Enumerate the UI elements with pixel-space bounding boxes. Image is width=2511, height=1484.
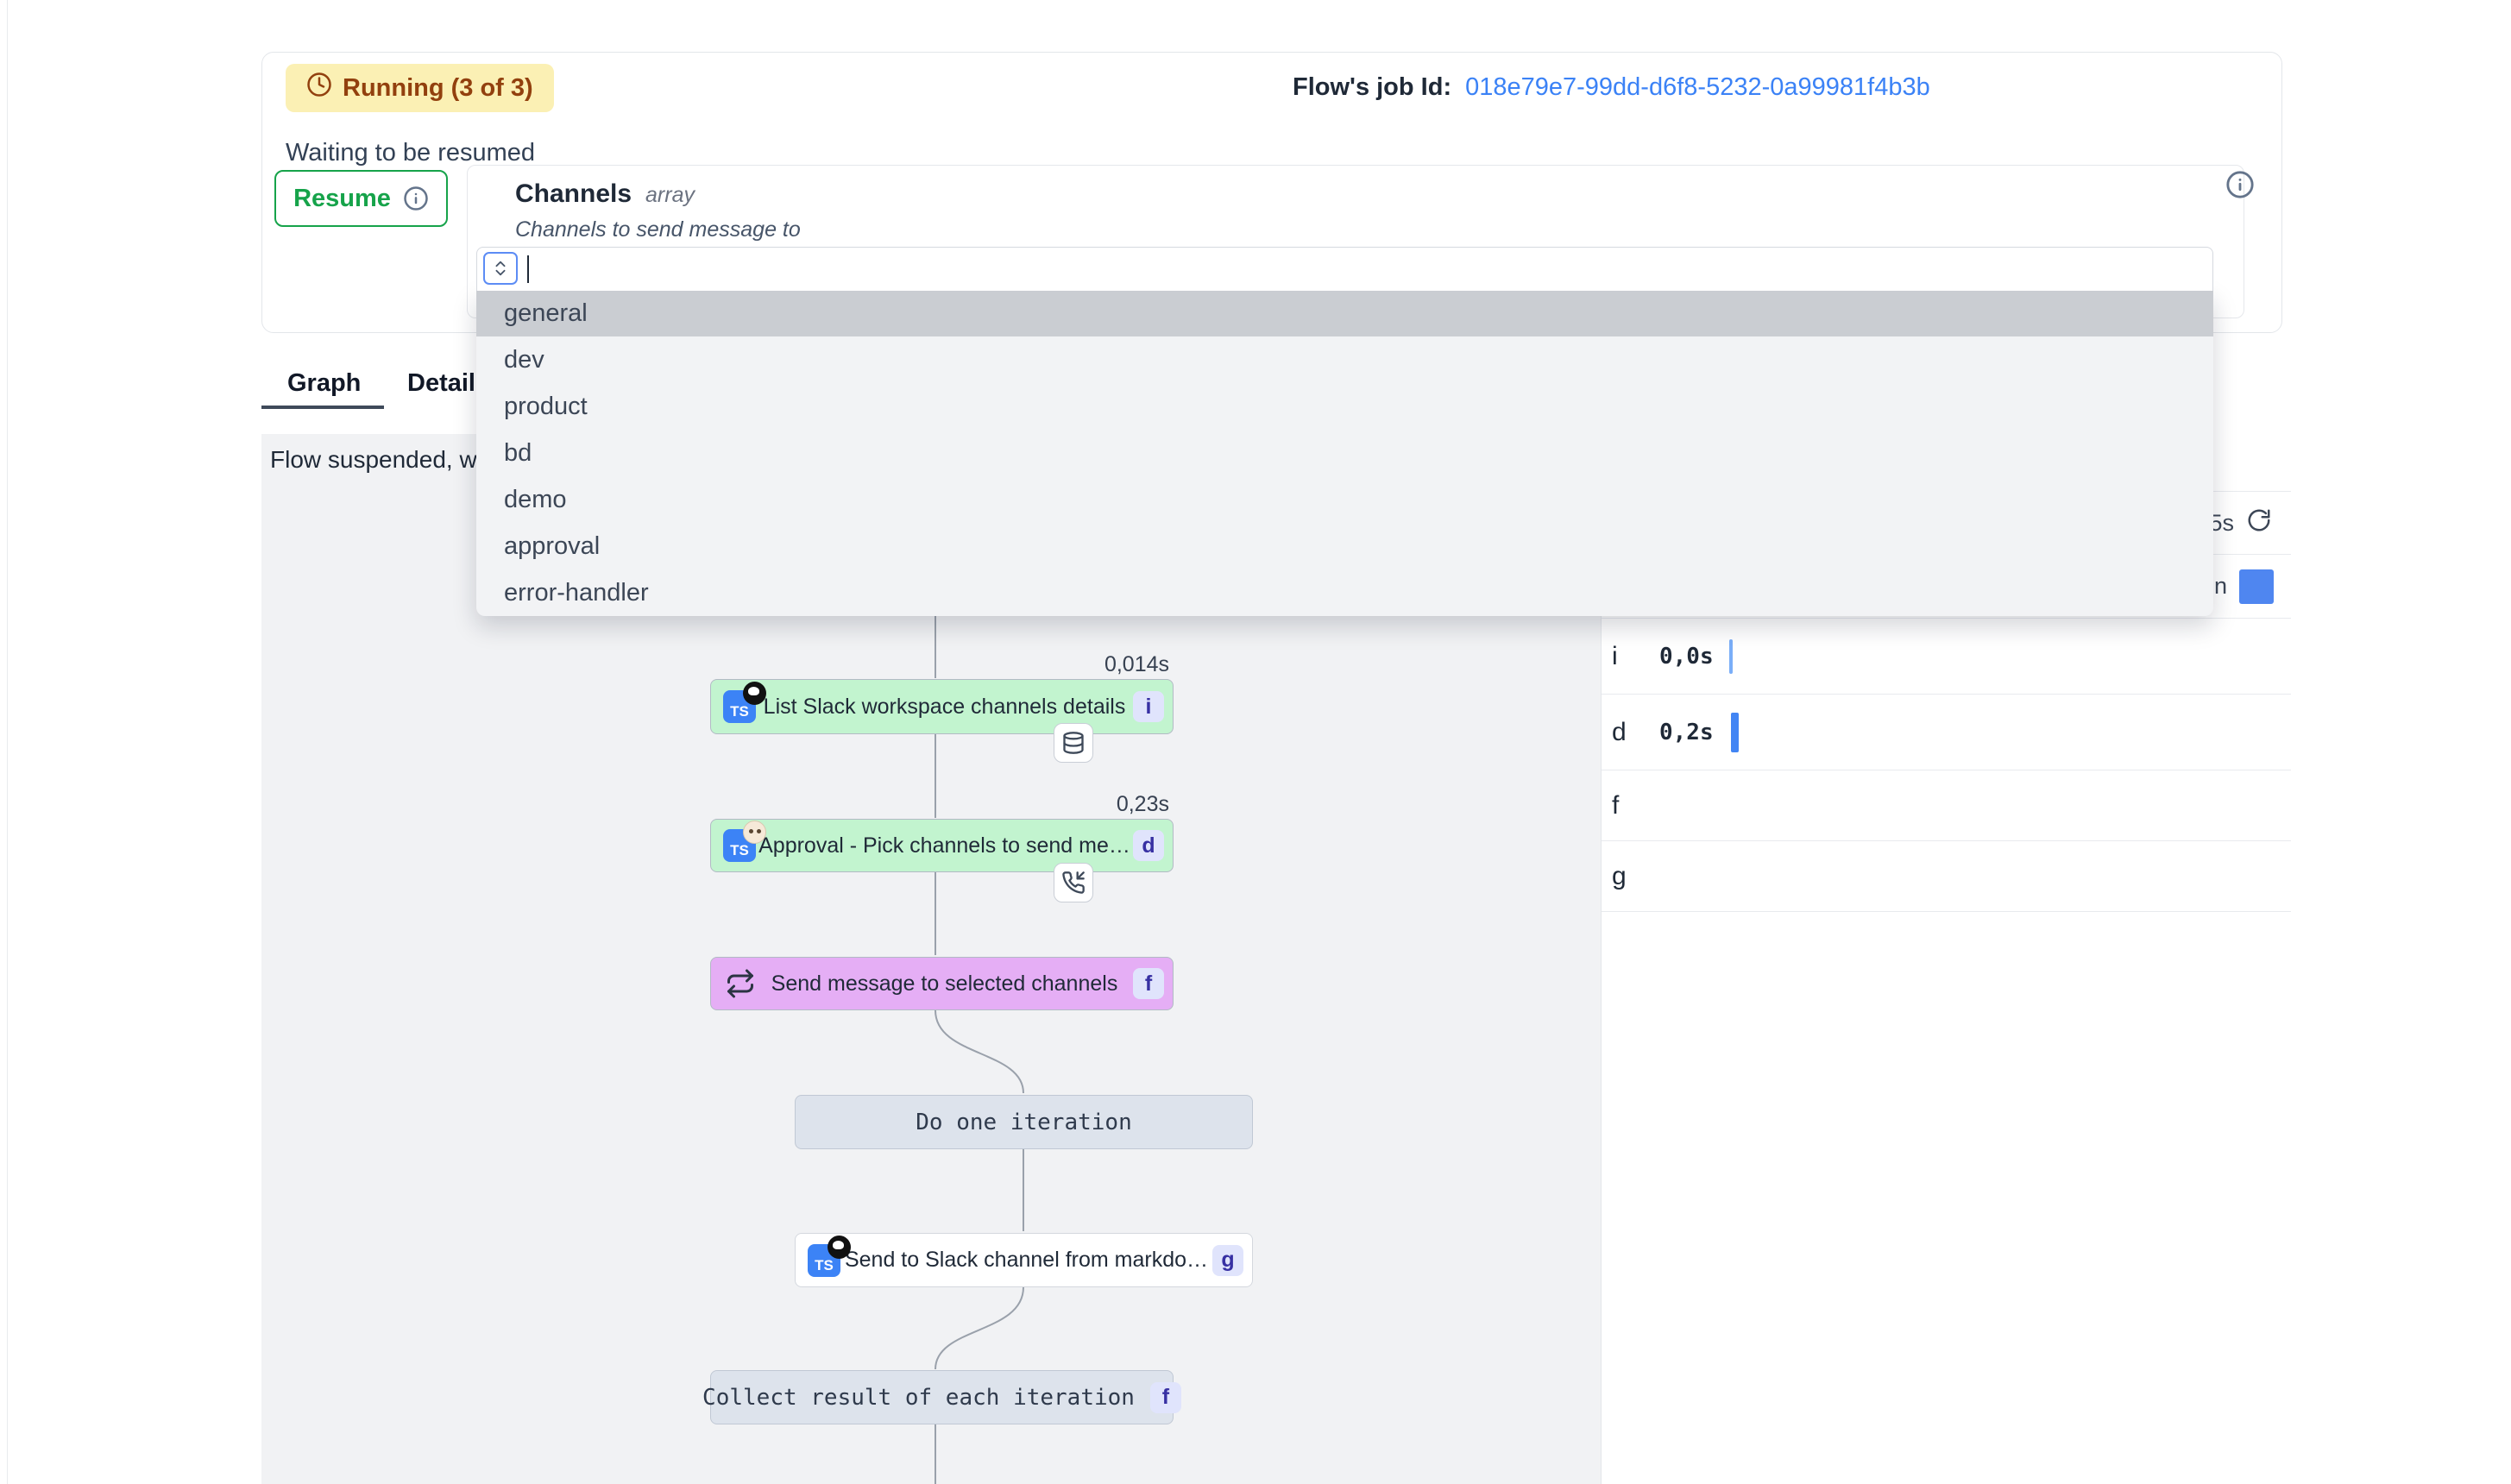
node-id-badge: g xyxy=(1212,1244,1243,1276)
chevrons-up-down-icon[interactable] xyxy=(483,252,518,285)
step-id: f xyxy=(1612,790,1620,820)
drawer-edge-divider xyxy=(7,0,8,1484)
field-type-hint: array xyxy=(645,183,695,207)
clock-icon xyxy=(306,72,332,104)
job-id-label: Flow's job Id: xyxy=(1293,73,1452,101)
node-label: Send to Slack channel from markdo… xyxy=(844,1248,1209,1272)
field-label: Channels array xyxy=(515,179,695,209)
typescript-icon: TS xyxy=(808,1235,851,1277)
channels-dropdown: general dev product bd demo approval err… xyxy=(476,291,2213,616)
form-info-icon[interactable] xyxy=(2225,170,2255,199)
ts-logo-text: TS xyxy=(815,1256,834,1273)
status-badge-label: Running (3 of 3) xyxy=(343,73,533,102)
flow-node-collect-result[interactable]: Collect result of each iteration f xyxy=(702,1370,1181,1424)
flow-node-forloop[interactable]: Send message to selected channels f xyxy=(710,957,1174,1010)
node-duration: 0,014s xyxy=(1104,652,1169,676)
dropdown-option-error-handler[interactable]: error-handler xyxy=(504,578,649,607)
resume-button[interactable]: Resume xyxy=(274,170,448,227)
dropdown-option-approval[interactable]: approval xyxy=(504,531,601,560)
dropdown-option-demo[interactable]: demo xyxy=(504,485,567,513)
dropdown-option-bd[interactable]: bd xyxy=(504,438,532,467)
execution-bar xyxy=(1731,712,1739,752)
tab-graph[interactable]: Graph xyxy=(287,369,362,397)
refresh-icon[interactable] xyxy=(2246,507,2272,539)
flow-suspended-banner: Flow suspended, wa xyxy=(270,446,491,473)
phone-incoming-icon[interactable] xyxy=(1054,863,1093,902)
step-id: g xyxy=(1612,861,1627,890)
field-name: Channels xyxy=(515,179,632,208)
node-label: Collect result of each iteration xyxy=(702,1384,1135,1411)
legend-color-swatch xyxy=(2239,569,2274,604)
dropdown-option-dev[interactable]: dev xyxy=(504,345,544,374)
active-tab-underline xyxy=(261,406,384,409)
node-id-badge: f xyxy=(1133,968,1164,999)
node-label: Send message to selected channels xyxy=(771,971,1118,996)
resume-button-label: Resume xyxy=(293,184,391,212)
text-caret xyxy=(527,255,529,283)
step-id: d xyxy=(1612,717,1627,746)
node-duration: 0,23s xyxy=(1116,792,1169,816)
repeat-icon xyxy=(725,968,756,999)
flow-node-list-channels[interactable]: 0,014s TS List Slack workspace channels … xyxy=(710,652,1174,763)
job-id-row: Flow's job Id: 018e79e7-99dd-d6f8-5232-0… xyxy=(1293,73,1930,102)
ts-logo-text: TS xyxy=(730,842,749,858)
node-id-badge: d xyxy=(1133,830,1164,861)
flow-node-approval[interactable]: 0,23s TS Approval - Pick channels to sen… xyxy=(710,792,1174,902)
job-id-link[interactable]: 018e79e7-99dd-d6f8-5232-0a99981f4b3b xyxy=(1465,73,1930,101)
deno-icon xyxy=(828,1235,851,1259)
node-id-badge: i xyxy=(1133,691,1164,722)
flow-node-send-to-slack[interactable]: TS Send to Slack channel from markdo… g xyxy=(795,1233,1253,1287)
step-duration: 0,2s xyxy=(1659,719,1714,745)
step-duration: 0,0s xyxy=(1659,643,1714,670)
timeline-row-f[interactable]: f xyxy=(1602,770,2291,841)
execution-bar xyxy=(1729,638,1733,674)
bun-icon xyxy=(743,821,766,844)
node-label: List Slack workspace channels details xyxy=(763,694,1126,719)
dropdown-option-general[interactable]: general xyxy=(476,291,2213,336)
typescript-icon: TS xyxy=(723,682,766,723)
refresh-interval-label: 5s xyxy=(2209,509,2234,536)
timeline-row-d[interactable]: d 0,2s xyxy=(1602,695,2291,770)
waiting-text: Waiting to be resumed xyxy=(286,139,536,167)
tab-details[interactable]: Details xyxy=(407,369,490,397)
channels-input[interactable] xyxy=(476,247,2213,291)
timeline-legend-row: on xyxy=(1602,555,2291,619)
step-id: i xyxy=(1612,641,1618,670)
deno-icon xyxy=(743,682,766,705)
status-badge: Running (3 of 3) xyxy=(286,64,554,112)
dropdown-option-product[interactable]: product xyxy=(504,392,588,420)
flow-node-do-one-iteration[interactable]: Do one iteration xyxy=(795,1095,1253,1149)
node-label: Do one iteration xyxy=(916,1109,1132,1135)
typescript-icon: TS xyxy=(723,821,766,862)
node-label: Approval - Pick channels to send me… xyxy=(758,833,1130,858)
field-description: Channels to send message to xyxy=(515,217,801,242)
timeline-row-i[interactable]: i 0,0s xyxy=(1602,619,2291,695)
timeline-row-g[interactable]: g xyxy=(1602,841,2291,912)
info-icon xyxy=(403,186,429,211)
database-icon[interactable] xyxy=(1054,723,1093,763)
ts-logo-text: TS xyxy=(730,703,749,720)
node-id-badge: f xyxy=(1149,1381,1181,1413)
